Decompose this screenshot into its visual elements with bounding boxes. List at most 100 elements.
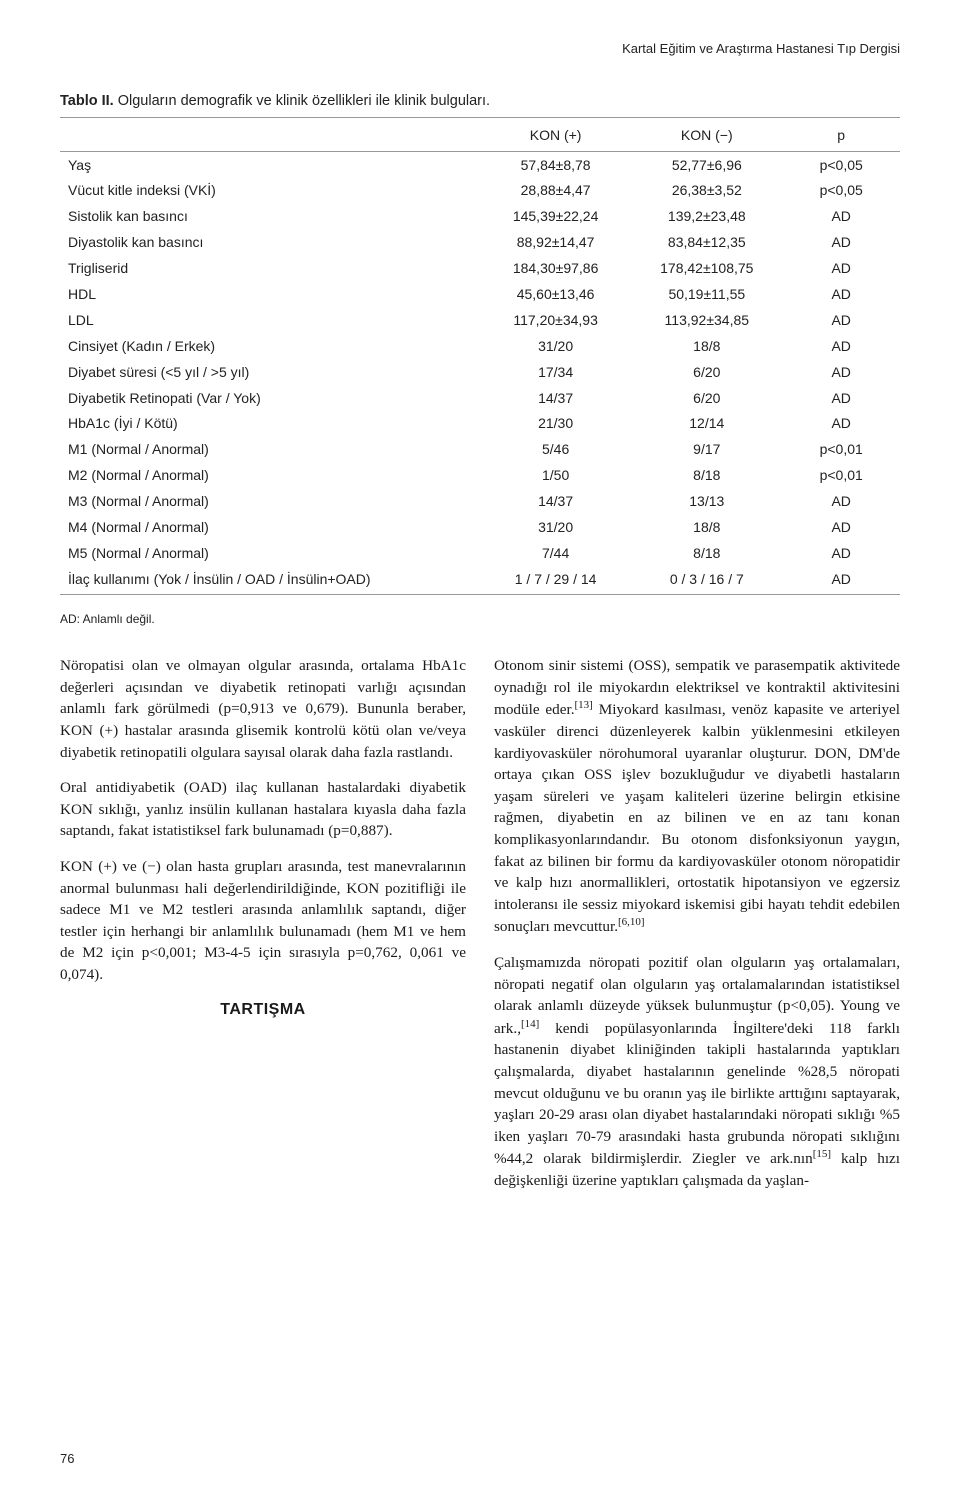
table-cell: 117,20±34,93 [480, 307, 631, 333]
body-columns: Nöropatisi olan ve olmayan olgular arası… [60, 655, 900, 1191]
body-text: sini etkileyen kardiyovasküler nörohumor… [494, 723, 900, 935]
table-cell: p<0,05 [782, 152, 900, 178]
table-cell: M4 (Normal / Anormal) [60, 514, 480, 540]
table-header-row: KON (+) KON (−) p [60, 120, 900, 151]
table-bottom-rule [60, 594, 900, 601]
table-caption-rest: Olguların demografik ve klinik özellikle… [114, 93, 490, 109]
table-cell: M2 (Normal / Anormal) [60, 463, 480, 489]
running-head: Kartal Eğitim ve Araştırma Hastanesi Tıp… [60, 40, 900, 58]
table-cell: 14/37 [480, 385, 631, 411]
table-cell: 28,88±4,47 [480, 178, 631, 204]
table-cell: p<0,01 [782, 463, 900, 489]
table-cell: 57,84±8,78 [480, 152, 631, 178]
table-cell: 13/13 [631, 489, 782, 515]
table-cell: 6/20 [631, 385, 782, 411]
body-paragraph: Otonom sinir sistemi (OSS), sempatik ve … [494, 655, 900, 938]
reference-13: [13] [575, 699, 593, 711]
table-cell: AD [782, 281, 900, 307]
body-paragraph: Çalışmamızda nöropati pozitif olan olgul… [494, 952, 900, 1191]
table-cell: 139,2±23,48 [631, 204, 782, 230]
table-row: Diyabet süresi (<5 yıl / >5 yıl)17/346/2… [60, 359, 900, 385]
table-cell: Diyastolik kan basıncı [60, 230, 480, 256]
page-number: 76 [60, 1450, 74, 1468]
table-cell: Diyabetik Retinopati (Var / Yok) [60, 385, 480, 411]
table-row: M4 (Normal / Anormal)31/2018/8AD [60, 514, 900, 540]
table-cell: AD [782, 230, 900, 256]
table-row: Vücut kitle indeksi (VKİ)28,88±4,4726,38… [60, 178, 900, 204]
table-row: HbA1c (İyi / Kötü)21/3012/14AD [60, 411, 900, 437]
table-row: M2 (Normal / Anormal)1/508/18p<0,01 [60, 463, 900, 489]
table-cell: p<0,05 [782, 178, 900, 204]
table-cell: 31/20 [480, 333, 631, 359]
table-cell: LDL [60, 307, 480, 333]
table-cell: 12/14 [631, 411, 782, 437]
table-caption: Tablo II. Olguların demografik ve klinik… [60, 92, 900, 119]
table-cell: AD [782, 566, 900, 592]
table-cell: Diyabet süresi (<5 yıl / >5 yıl) [60, 359, 480, 385]
table-row: Sistolik kan basıncı145,39±22,24139,2±23… [60, 204, 900, 230]
table-cell: HDL [60, 281, 480, 307]
table-cell: 5/46 [480, 437, 631, 463]
table-row: Cinsiyet (Kadın / Erkek)31/2018/8AD [60, 333, 900, 359]
table-cell: 8/18 [631, 540, 782, 566]
table-caption-bold: Tablo II. [60, 93, 114, 109]
body-paragraph: Nöropatisi olan ve olmayan olgular arası… [60, 655, 466, 763]
table-row: Diyabetik Retinopati (Var / Yok)14/376/2… [60, 385, 900, 411]
table-cell: 1 / 7 / 29 / 14 [480, 566, 631, 592]
table-cell: 6/20 [631, 359, 782, 385]
table-row: M1 (Normal / Anormal)5/469/17p<0,01 [60, 437, 900, 463]
table-row: Diyastolik kan basıncı88,92±14,4783,84±1… [60, 230, 900, 256]
table-cell: 52,77±6,96 [631, 152, 782, 178]
table-cell: M1 (Normal / Anormal) [60, 437, 480, 463]
table-cell: 50,19±11,55 [631, 281, 782, 307]
table-cell: M5 (Normal / Anormal) [60, 540, 480, 566]
table-cell: 7/44 [480, 540, 631, 566]
table-row: HDL45,60±13,4650,19±11,55AD [60, 281, 900, 307]
reference-14: [14] [521, 1018, 539, 1030]
table-cell: AD [782, 256, 900, 282]
table-cell: 14/37 [480, 489, 631, 515]
reference-6-10: [6,10] [618, 916, 645, 928]
table-cell: AD [782, 333, 900, 359]
table-cell: Sistolik kan basıncı [60, 204, 480, 230]
table-cell: 17/34 [480, 359, 631, 385]
table-cell: AD [782, 489, 900, 515]
table-cell: 26,38±3,52 [631, 178, 782, 204]
reference-15: [15] [813, 1148, 831, 1160]
table-cell: Yaş [60, 152, 480, 178]
table-row: Yaş57,84±8,7852,77±6,96p<0,05 [60, 152, 900, 178]
table-cell: 18/8 [631, 514, 782, 540]
table-header-cell: KON (+) [480, 120, 631, 151]
table-header-cell: KON (−) [631, 120, 782, 151]
table-cell: AD [782, 307, 900, 333]
table-cell: İlaç kullanımı (Yok / İnsülin / OAD / İn… [60, 566, 480, 592]
table-cell: p<0,01 [782, 437, 900, 463]
table-cell: 145,39±22,24 [480, 204, 631, 230]
table-row: İlaç kullanımı (Yok / İnsülin / OAD / İn… [60, 566, 900, 592]
table-cell: 113,92±34,85 [631, 307, 782, 333]
table-cell: 45,60±13,46 [480, 281, 631, 307]
table-cell: 8/18 [631, 463, 782, 489]
table-cell: AD [782, 204, 900, 230]
table-row: M3 (Normal / Anormal)14/3713/13AD [60, 489, 900, 515]
table-cell: 88,92±14,47 [480, 230, 631, 256]
table-cell: HbA1c (İyi / Kötü) [60, 411, 480, 437]
table-header-cell: p [782, 120, 900, 151]
table-row: Trigliserid184,30±97,86178,42±108,75AD [60, 256, 900, 282]
table-cell: Vücut kitle indeksi (VKİ) [60, 178, 480, 204]
body-text: kendi popülasyonlarında İngiltere'deki 1… [494, 1020, 900, 1168]
table-cell: 1/50 [480, 463, 631, 489]
table-cell: 21/30 [480, 411, 631, 437]
table-cell: 0 / 3 / 16 / 7 [631, 566, 782, 592]
table-cell: M3 (Normal / Anormal) [60, 489, 480, 515]
table-cell: AD [782, 514, 900, 540]
table-footnote: AD: Anlamlı değil. [60, 611, 900, 627]
table-cell: AD [782, 411, 900, 437]
section-heading: TARTIŞMA [60, 999, 466, 1022]
table-cell: 9/17 [631, 437, 782, 463]
table-cell: 184,30±97,86 [480, 256, 631, 282]
table-row: M5 (Normal / Anormal)7/448/18AD [60, 540, 900, 566]
table-row: LDL117,20±34,93113,92±34,85AD [60, 307, 900, 333]
table-cell: Cinsiyet (Kadın / Erkek) [60, 333, 480, 359]
table-cell: AD [782, 359, 900, 385]
